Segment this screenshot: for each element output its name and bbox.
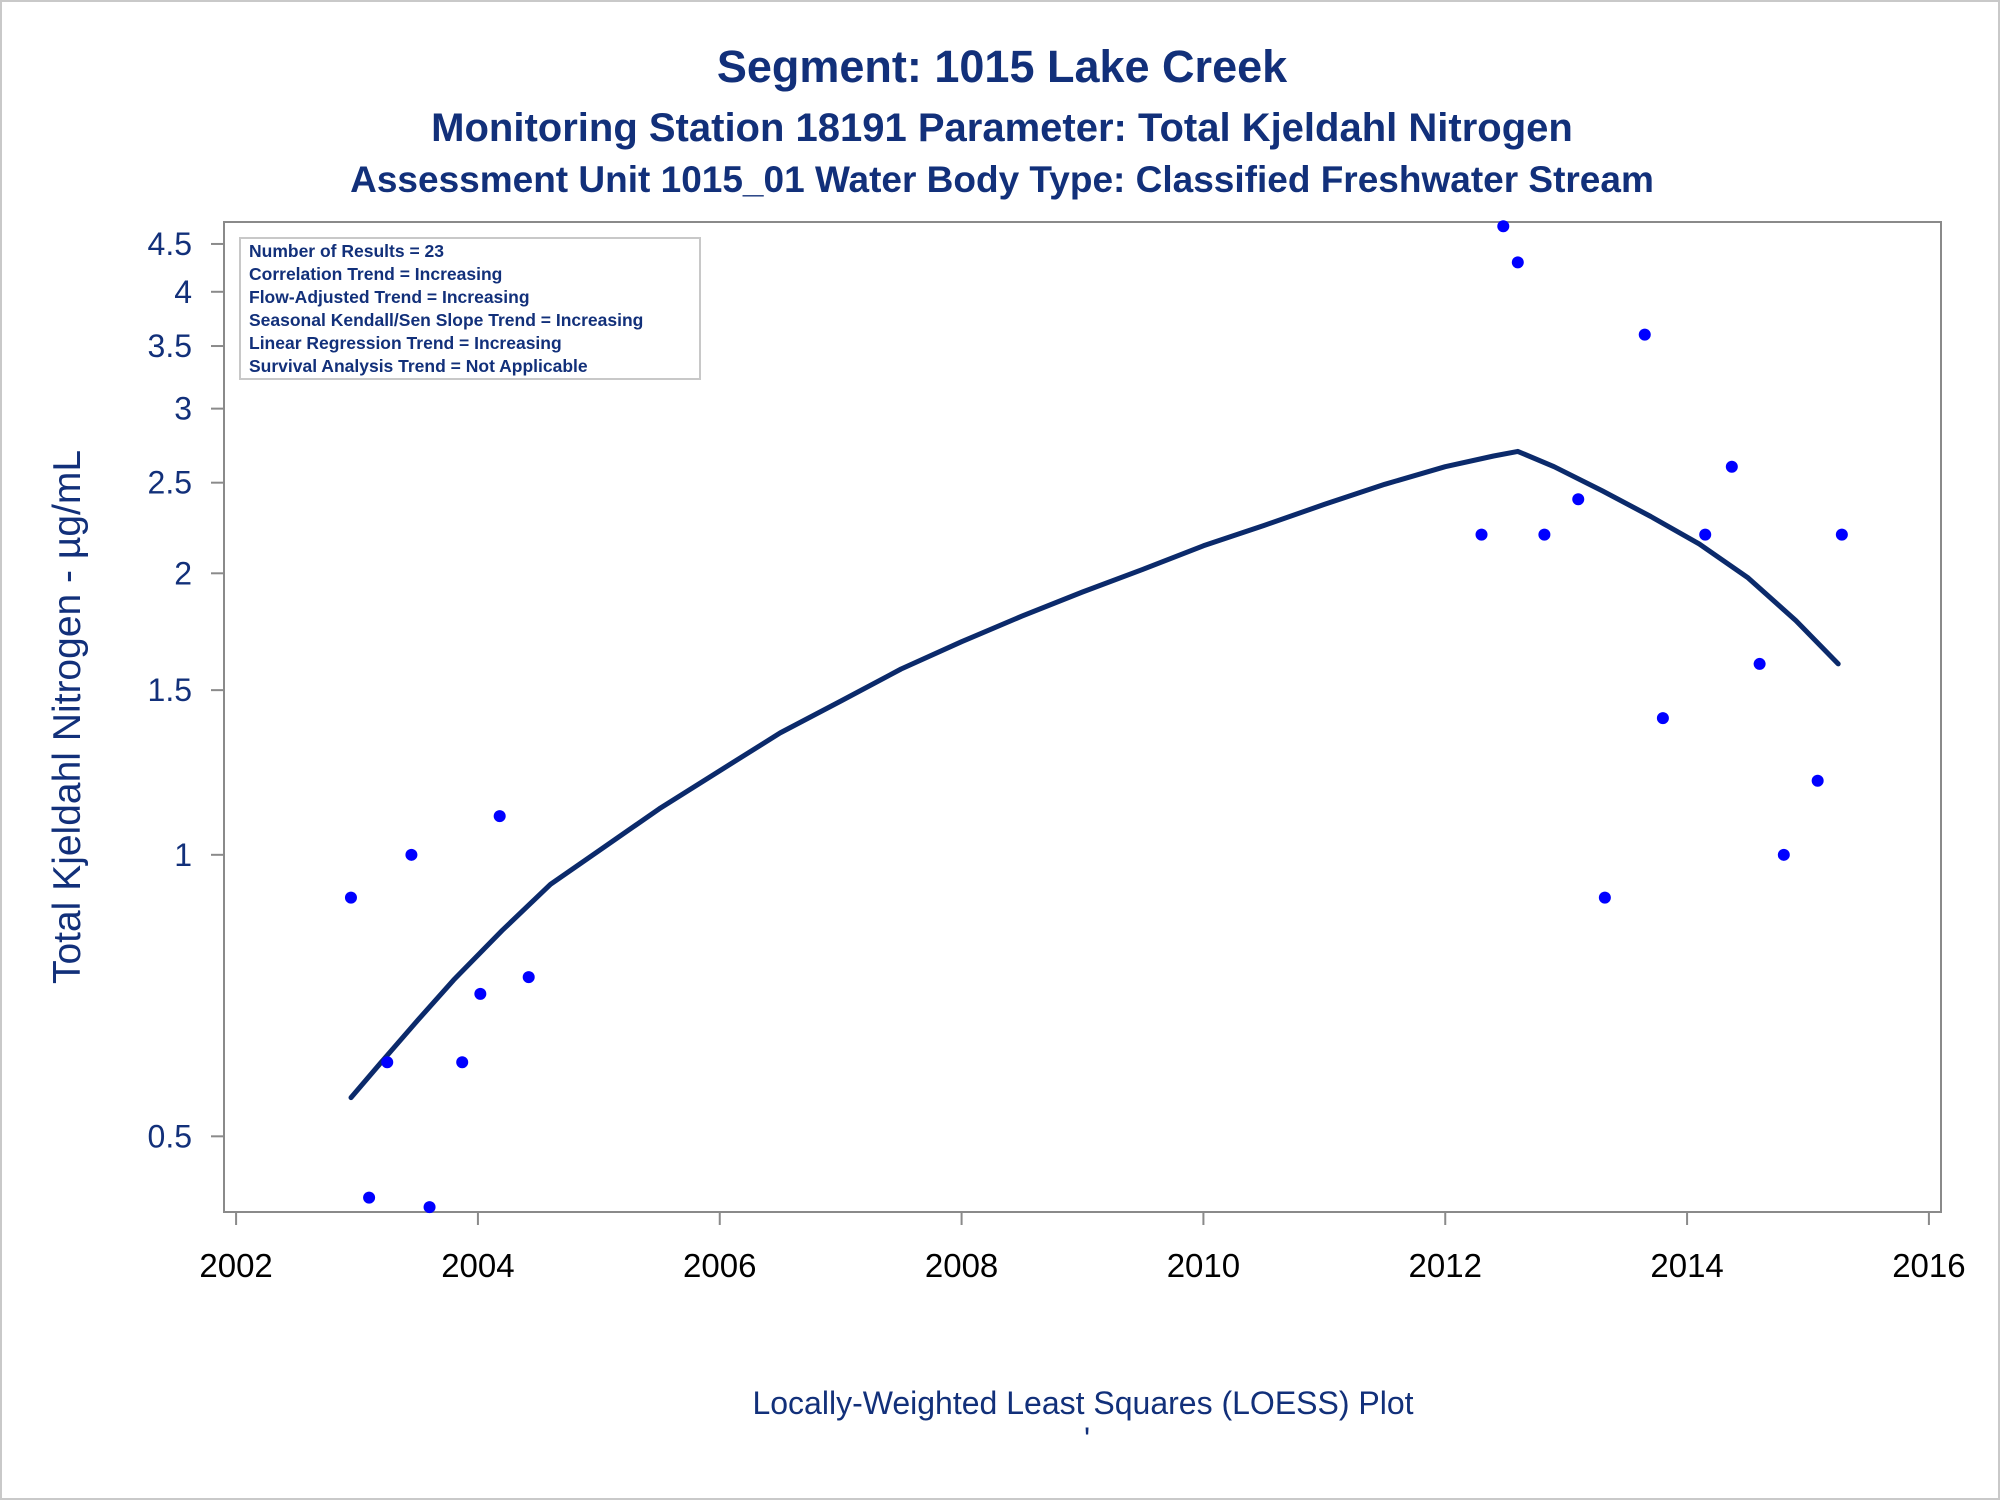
footnote-mark: ' <box>1084 1421 1090 1457</box>
data-point <box>522 971 535 984</box>
data-point <box>423 1201 436 1214</box>
data-point <box>1835 528 1848 541</box>
data-point <box>1777 848 1790 861</box>
data-point <box>1511 256 1524 269</box>
x-tick-label: 2014 <box>1650 1247 1723 1284</box>
stats-line-results: Number of Results = 23 <box>249 241 444 261</box>
x-tick-label: 2012 <box>1409 1247 1482 1284</box>
data-point <box>1811 774 1824 787</box>
plot-area <box>223 221 1942 1213</box>
stats-line-survival: Survival Analysis Trend = Not Applicable <box>249 356 588 376</box>
stats-box: Number of Results = 23 Correlation Trend… <box>239 237 701 380</box>
data-point <box>1656 712 1669 725</box>
x-tick-label: 2002 <box>199 1247 272 1284</box>
y-tick-label: 1 <box>174 837 192 873</box>
chart-title: Segment: 1015 Lake Creek <box>717 41 1288 92</box>
x-tick-label: 2010 <box>1167 1247 1240 1284</box>
plot-marks <box>344 220 1848 1214</box>
stats-line-flow-adjusted: Flow-Adjusted Trend = Increasing <box>249 287 530 307</box>
data-point <box>1572 493 1585 506</box>
stats-box-border <box>239 237 701 380</box>
data-point <box>344 891 357 904</box>
data-point <box>1725 460 1738 473</box>
data-point <box>363 1191 376 1204</box>
data-point <box>1497 220 1510 233</box>
y-tick-label: 2 <box>174 555 192 591</box>
data-point <box>1538 528 1551 541</box>
data-point <box>1598 891 1611 904</box>
data-point <box>381 1056 394 1069</box>
data-point <box>1699 528 1712 541</box>
data-point <box>1753 657 1766 670</box>
chart-subtitle: Monitoring Station 18191 Parameter: Tota… <box>431 106 1573 150</box>
y-tick-label: 3 <box>174 391 192 427</box>
data-point <box>474 987 487 1000</box>
y-tick-label: 4 <box>174 274 192 310</box>
footnote: Locally-Weighted Least Squares (LOESS) P… <box>752 1385 1413 1421</box>
loess-trend-line <box>348 448 1841 1101</box>
chart-subtitle-2: Assessment Unit 1015_01 Water Body Type:… <box>350 159 1654 200</box>
y-tick-label: 4.5 <box>148 226 192 262</box>
y-tick-label: 2.5 <box>148 465 192 501</box>
stats-line-correlation: Correlation Trend = Increasing <box>249 264 502 284</box>
y-axis-label: Total Kjeldahl Nitrogen - µg/mL <box>46 450 89 984</box>
y-axis: 0.5 1 1.5 2 2.5 3 3.5 4 4.5 <box>148 226 224 1154</box>
y-tick-label: 0.5 <box>148 1118 192 1154</box>
y-tick-label: 1.5 <box>148 672 192 708</box>
data-point <box>1475 528 1488 541</box>
stats-line-seasonal-kendall: Seasonal Kendall/Sen Slope Trend = Incre… <box>249 310 643 330</box>
y-tick-label: 3.5 <box>148 328 192 364</box>
x-tick-label: 2006 <box>683 1247 756 1284</box>
x-tick-label: 2016 <box>1892 1247 1965 1284</box>
x-tick-label: 2008 <box>925 1247 998 1284</box>
data-point <box>493 810 506 823</box>
stats-line-linear-regression: Linear Regression Trend = Increasing <box>249 333 562 353</box>
data-point <box>1638 328 1651 341</box>
x-axis: 2002 2004 2006 2008 2010 2012 2014 2016 <box>199 1212 1966 1284</box>
x-tick-label: 2004 <box>441 1247 514 1284</box>
data-point <box>405 848 418 861</box>
data-point <box>456 1056 469 1069</box>
